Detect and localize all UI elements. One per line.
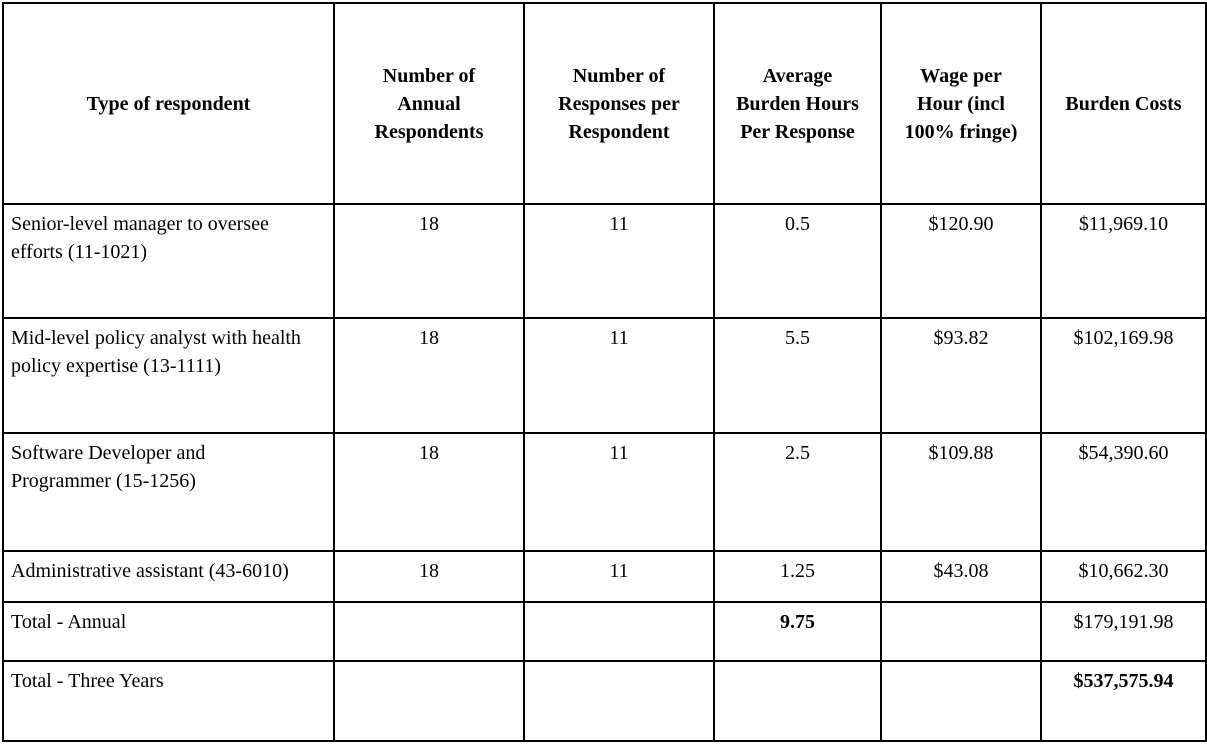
col-header-type-of-respondent: Type of respondent xyxy=(2,2,335,205)
cell-avg-burden-hours: 5.5 xyxy=(713,317,882,434)
table-row-administrative-assistant: Administrative assistant (43-6010) 18 11… xyxy=(2,550,1207,603)
table-row-software-developer: Software Developer and Programmer (15-12… xyxy=(2,432,1207,552)
cell-annual-respondents-empty xyxy=(333,601,525,662)
table-row-total-annual: Total - Annual 9.75 $179,191.98 xyxy=(2,601,1207,662)
cell-burden-costs: $10,662.30 xyxy=(1040,550,1207,603)
cell-avg-burden-hours: 2.5 xyxy=(713,432,882,552)
cell-wage-per-hour: $43.08 xyxy=(880,550,1042,603)
cell-wage-per-hour: $93.82 xyxy=(880,317,1042,434)
cell-responses-per-respondent: 11 xyxy=(523,203,715,319)
table-row-total-three-years: Total - Three Years $537,575.94 xyxy=(2,660,1207,742)
cell-respondent-type: Administrative assistant (43-6010) xyxy=(2,550,335,603)
cell-total-label: Total - Annual xyxy=(2,601,335,662)
cell-respondent-type: Mid-level policy analyst with health pol… xyxy=(2,317,335,434)
cell-avg-burden-hours: 1.25 xyxy=(713,550,882,603)
table-row-mid-level-policy-analyst: Mid-level policy analyst with health pol… xyxy=(2,317,1207,434)
cell-burden-costs: $102,169.98 xyxy=(1040,317,1207,434)
col-header-avg-burden-hours: Average Burden Hours Per Response xyxy=(713,2,882,205)
cell-wage-per-hour-empty xyxy=(880,601,1042,662)
cell-annual-respondents: 18 xyxy=(333,550,525,603)
cell-respondent-type: Software Developer and Programmer (15-12… xyxy=(2,432,335,552)
cell-responses-per-respondent: 11 xyxy=(523,550,715,603)
cell-avg-burden-hours-empty xyxy=(713,660,882,742)
cell-responses-per-respondent: 11 xyxy=(523,317,715,434)
cell-responses-per-respondent-empty xyxy=(523,660,715,742)
cell-burden-costs: $11,969.10 xyxy=(1040,203,1207,319)
col-header-burden-costs: Burden Costs xyxy=(1040,2,1207,205)
col-header-wage-per-hour: Wage per Hour (incl 100% fringe) xyxy=(880,2,1042,205)
cell-responses-per-respondent: 11 xyxy=(523,432,715,552)
cell-total-burden-costs: $179,191.98 xyxy=(1040,601,1207,662)
cell-wage-per-hour: $120.90 xyxy=(880,203,1042,319)
table-row-senior-level-manager: Senior-level manager to oversee efforts … xyxy=(2,203,1207,319)
cell-responses-per-respondent-empty xyxy=(523,601,715,662)
col-header-responses-per-respondent: Number of Responses per Respondent xyxy=(523,2,715,205)
cell-respondent-type: Senior-level manager to oversee efforts … xyxy=(2,203,335,319)
cell-total-avg-burden-hours: 9.75 xyxy=(713,601,882,662)
cell-total-label: Total - Three Years xyxy=(2,660,335,742)
cell-annual-respondents-empty xyxy=(333,660,525,742)
col-header-annual-respondents: Number of Annual Respondents xyxy=(333,2,525,205)
cell-wage-per-hour-empty xyxy=(880,660,1042,742)
cell-avg-burden-hours: 0.5 xyxy=(713,203,882,319)
cell-annual-respondents: 18 xyxy=(333,317,525,434)
header-row: Type of respondent Number of Annual Resp… xyxy=(2,2,1207,205)
cell-annual-respondents: 18 xyxy=(333,203,525,319)
cell-annual-respondents: 18 xyxy=(333,432,525,552)
cell-burden-costs: $54,390.60 xyxy=(1040,432,1207,552)
cell-total-burden-costs: $537,575.94 xyxy=(1040,660,1207,742)
cell-wage-per-hour: $109.88 xyxy=(880,432,1042,552)
